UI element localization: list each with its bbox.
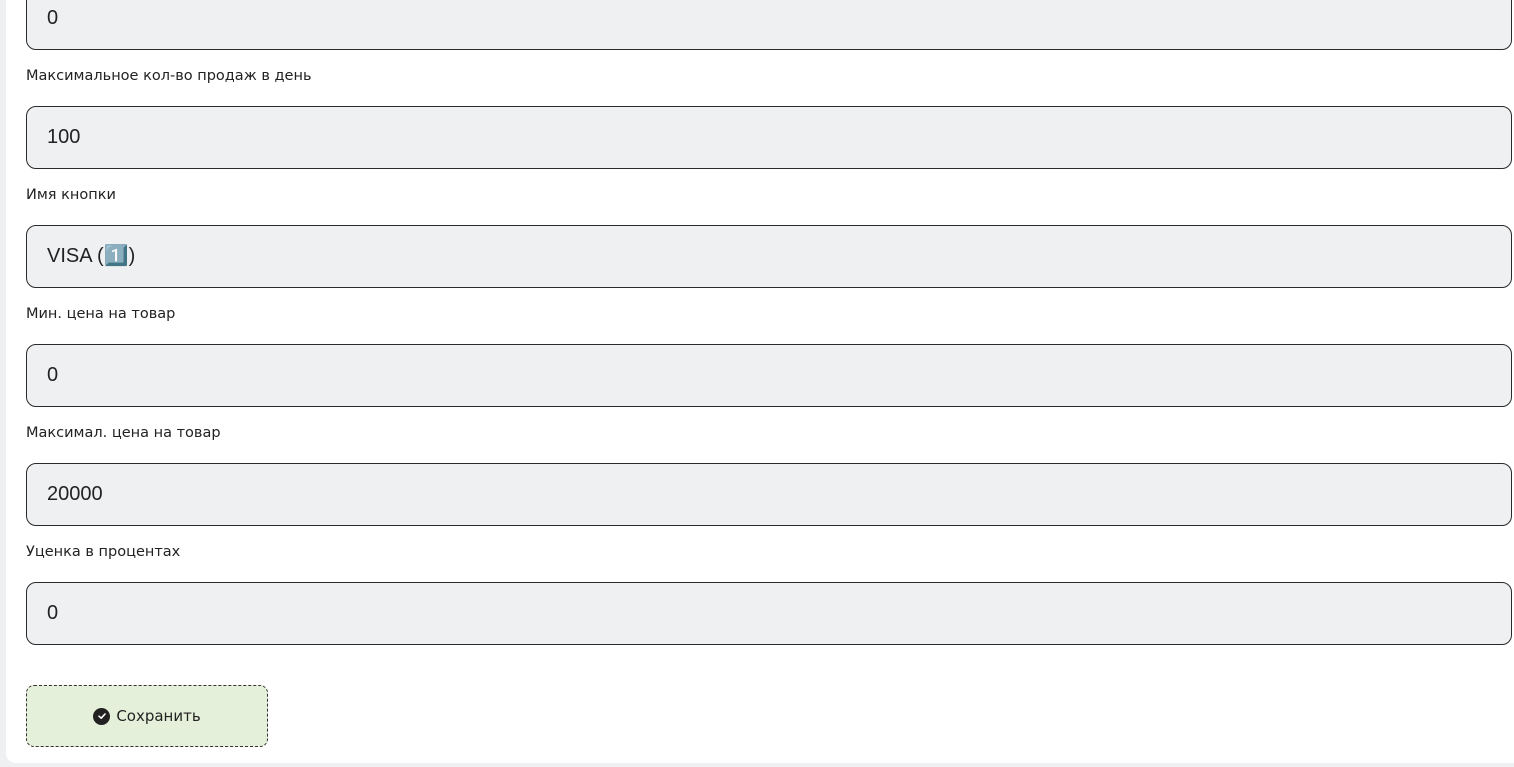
max-sales-per-day-input[interactable]: 100 <box>26 106 1512 169</box>
max-price-label: Максимал. цена на товар <box>26 425 221 441</box>
min-price-input[interactable]: 0 <box>26 344 1512 407</box>
max-price-input[interactable]: 20000 <box>26 463 1512 526</box>
button-name-input[interactable]: VISA (1️⃣) <box>26 225 1512 288</box>
max-sales-per-day-label: Максимальное кол-во продаж в день <box>26 68 312 84</box>
check-circle-icon <box>93 707 111 725</box>
save-button-label: Сохранить <box>116 707 201 725</box>
discount-percent-input[interactable]: 0 <box>26 582 1512 645</box>
discount-percent-label: Уценка в процентах <box>26 544 181 560</box>
prev-field-input[interactable]: 0 <box>26 0 1512 50</box>
save-button[interactable]: Сохранить <box>26 685 268 747</box>
button-name-label: Имя кнопки <box>26 187 116 203</box>
min-price-label: Мин. цена на товар <box>26 306 176 322</box>
